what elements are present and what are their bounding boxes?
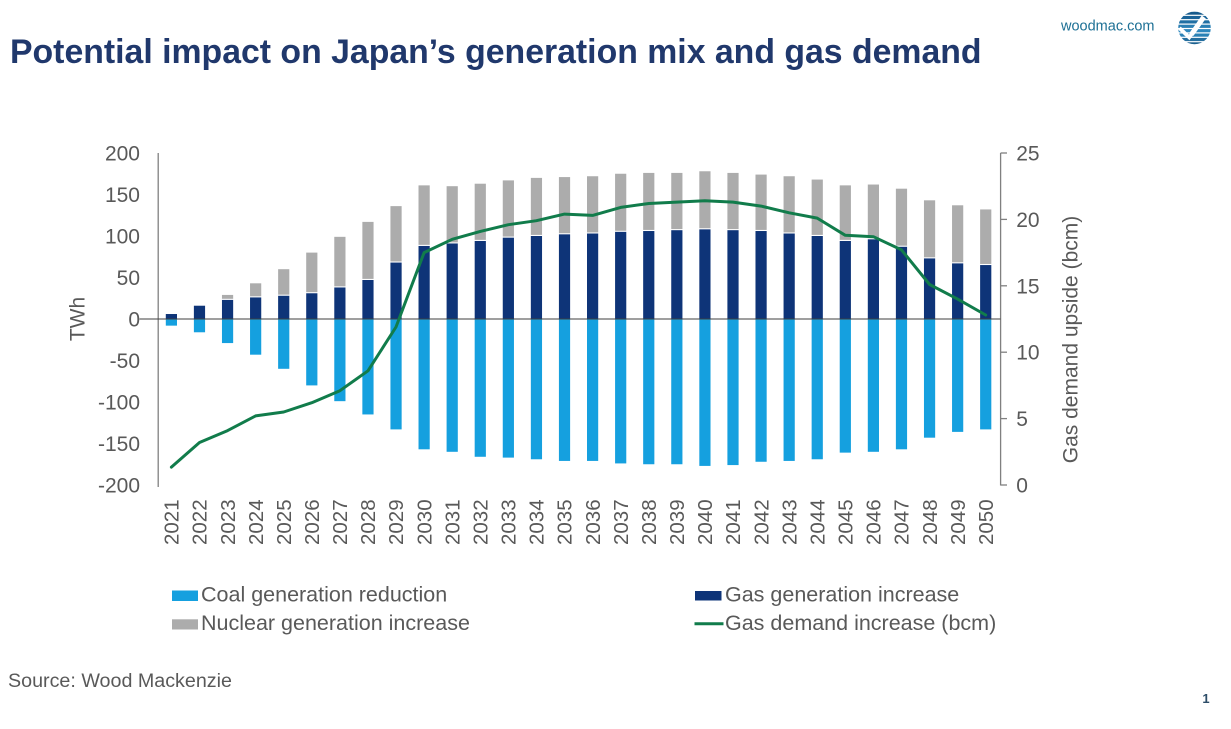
svg-text:2048: 2048 (919, 499, 942, 545)
svg-text:2045: 2045 (835, 499, 858, 545)
svg-text:2034: 2034 (526, 499, 549, 545)
svg-text:TWh: TWh (67, 297, 90, 341)
svg-text:5: 5 (1016, 408, 1028, 431)
svg-text:2030: 2030 (413, 499, 436, 545)
svg-text:2042: 2042 (750, 499, 773, 545)
svg-text:2050: 2050 (975, 499, 998, 545)
svg-text:2047: 2047 (891, 499, 914, 545)
svg-text:2036: 2036 (582, 499, 605, 545)
svg-text:150: 150 (105, 184, 140, 207)
svg-text:20: 20 (1016, 209, 1039, 232)
svg-text:2027: 2027 (329, 499, 352, 545)
svg-text:2032: 2032 (470, 499, 493, 545)
svg-text:Gas demand upside (bcm): Gas demand upside (bcm) (1060, 216, 1083, 463)
svg-text:2026: 2026 (301, 499, 324, 545)
svg-text:2039: 2039 (666, 499, 689, 545)
svg-text:25: 25 (1016, 143, 1039, 166)
svg-text:2037: 2037 (610, 499, 633, 545)
svg-text:2029: 2029 (385, 499, 408, 545)
svg-text:Source: Wood Mackenzie: Source: Wood Mackenzie (8, 670, 232, 692)
svg-text:2040: 2040 (694, 499, 717, 545)
svg-text:Potential impact on Japan’s ge: Potential impact on Japan’s generation m… (10, 33, 982, 71)
svg-text:100: 100 (105, 226, 140, 249)
svg-text:1: 1 (1202, 691, 1209, 706)
svg-text:50: 50 (117, 267, 140, 290)
svg-text:2043: 2043 (778, 499, 801, 545)
svg-text:2046: 2046 (863, 499, 886, 545)
svg-text:2023: 2023 (217, 499, 240, 545)
svg-text:200: 200 (105, 143, 140, 166)
svg-text:Coal generation reduction: Coal generation reduction (201, 583, 447, 607)
svg-text:-150: -150 (98, 433, 140, 456)
svg-text:-100: -100 (98, 392, 140, 415)
svg-text:2033: 2033 (498, 499, 521, 545)
svg-text:0: 0 (1016, 475, 1028, 498)
svg-text:2028: 2028 (357, 499, 380, 545)
svg-text:-200: -200 (98, 475, 140, 498)
svg-text:Gas demand increase (bcm): Gas demand increase (bcm) (725, 611, 996, 635)
svg-text:-50: -50 (110, 350, 140, 373)
svg-text:2025: 2025 (273, 499, 296, 545)
svg-text:15: 15 (1016, 275, 1039, 298)
svg-text:2024: 2024 (245, 499, 268, 545)
svg-text:2022: 2022 (189, 499, 212, 545)
svg-text:2031: 2031 (441, 499, 464, 545)
svg-text:Gas generation increase: Gas generation increase (725, 583, 959, 607)
svg-text:2044: 2044 (806, 499, 829, 545)
svg-text:10: 10 (1016, 342, 1039, 365)
svg-text:2049: 2049 (947, 499, 970, 545)
svg-text:0: 0 (128, 309, 140, 332)
svg-text:Nuclear generation increase: Nuclear generation increase (201, 611, 470, 635)
svg-text:2035: 2035 (554, 499, 577, 545)
svg-text:woodmac.com: woodmac.com (1060, 19, 1154, 35)
svg-text:2021: 2021 (161, 499, 184, 545)
svg-text:2038: 2038 (638, 499, 661, 545)
svg-text:2041: 2041 (722, 499, 745, 545)
